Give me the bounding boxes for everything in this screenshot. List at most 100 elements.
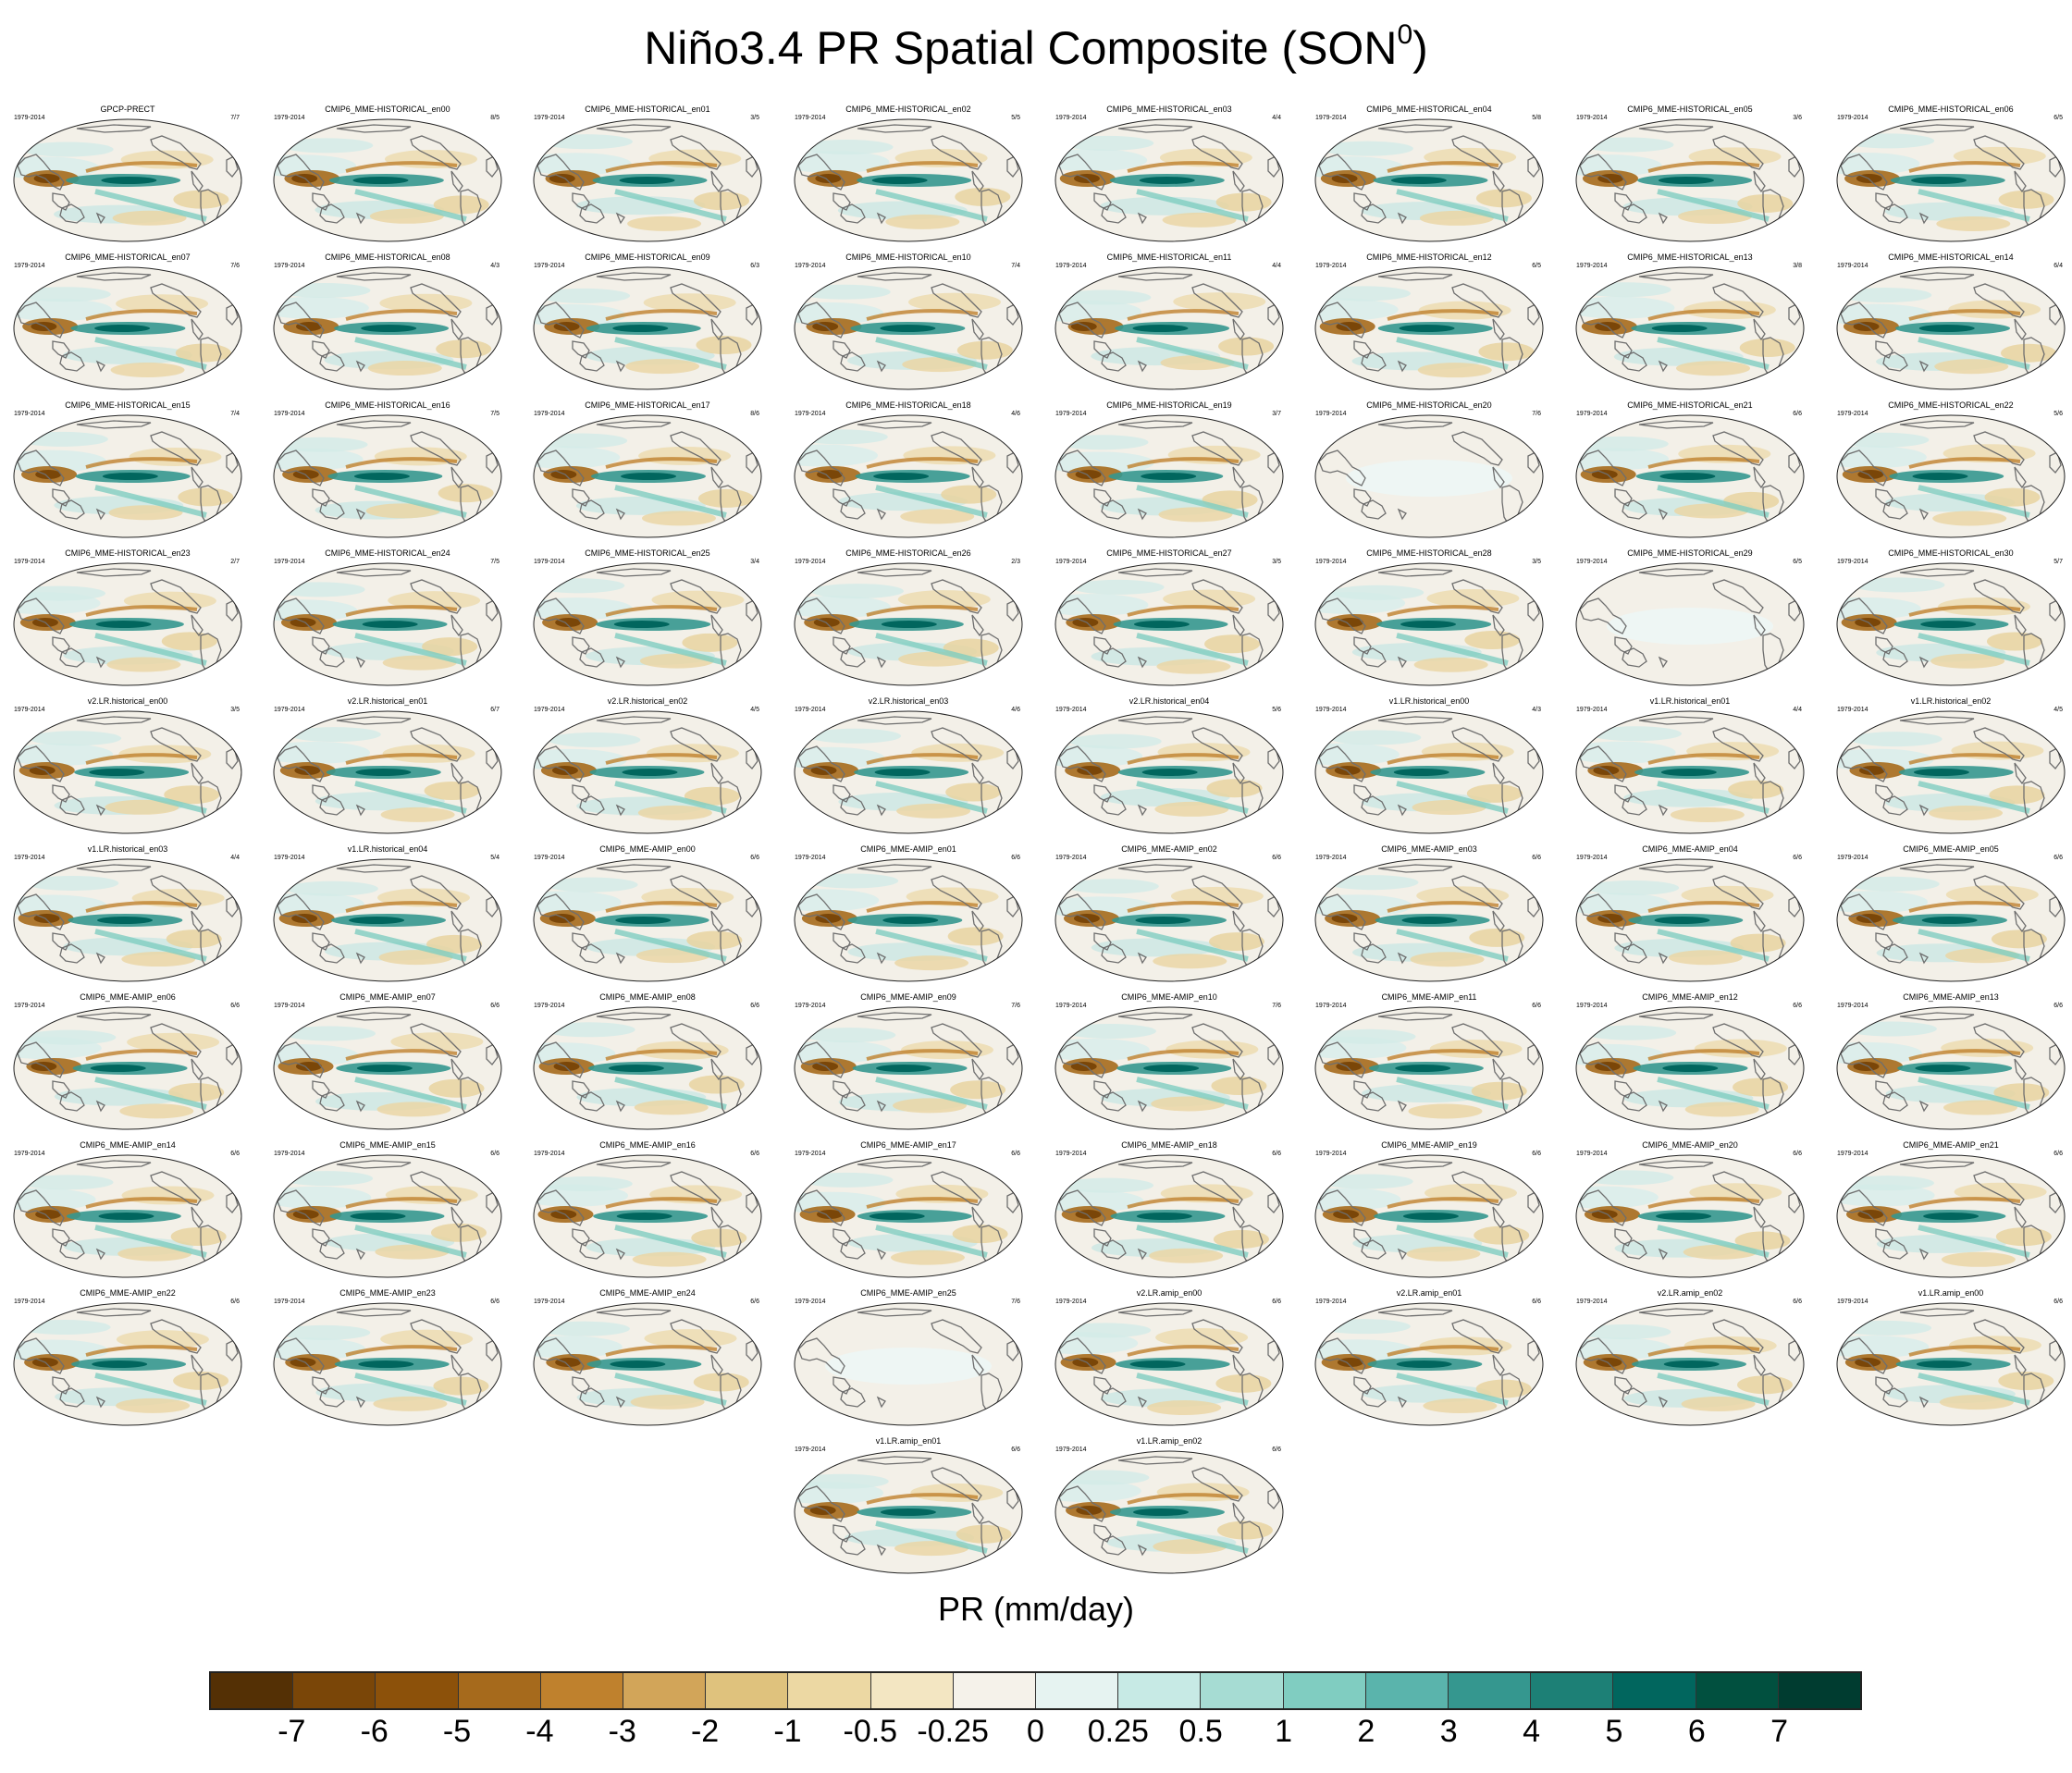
panel-title: CMIP6_MME-AMIP_en19 (1381, 1140, 1477, 1150)
robinson-map (533, 1302, 762, 1426)
panel-event-count: 6/6 (490, 1003, 500, 1009)
anomaly-field (1837, 124, 2062, 232)
map-panel: CMIP6_MME-AMIP_en24 1979-2014 6/6 (532, 1288, 763, 1427)
panel-period: 1979-2014 (795, 559, 826, 565)
map-outline (1575, 858, 1805, 982)
anomaly-field (1055, 716, 1280, 824)
anomaly-field (1055, 1308, 1280, 1416)
robinson-map (1054, 858, 1284, 982)
map-panel: v2.LR.historical_en01 1979-2014 6/7 (272, 696, 503, 835)
panel-period: 1979-2014 (1837, 1151, 1868, 1157)
map-panel: CMIP6_MME-HISTORICAL_en18 1979-2014 4/6 (793, 400, 1024, 539)
map-outline (1836, 1006, 2066, 1130)
robinson-map (13, 1006, 242, 1130)
anomaly-field (795, 420, 1019, 528)
panel-event-count: 6/5 (1793, 559, 1802, 565)
map-panel: CMIP6_MME-AMIP_en21 1979-2014 6/6 (1835, 1140, 2066, 1279)
panel-event-count: 7/7 (230, 115, 240, 121)
robinson-map (794, 118, 1023, 242)
robinson-map (1575, 562, 1805, 686)
panel-period: 1979-2014 (1315, 1151, 1347, 1157)
map-outline (13, 118, 242, 242)
map-outline (794, 118, 1023, 242)
anomaly-field (1315, 272, 1540, 380)
panel-event-count: 8/6 (750, 411, 759, 417)
map-panel: CMIP6_MME-HISTORICAL_en29 1979-2014 6/5 (1574, 548, 1806, 687)
panel-event-count: 6/5 (1532, 263, 1541, 269)
panel-period: 1979-2014 (1576, 263, 1608, 269)
panel-title: CMIP6_MME-AMIP_en16 (599, 1140, 696, 1150)
map-outline (533, 1006, 762, 1130)
panel-period: 1979-2014 (14, 411, 45, 417)
robinson-map (1836, 710, 2066, 834)
robinson-map (1836, 266, 2066, 390)
panel-event-count: 6/6 (1793, 1003, 1802, 1009)
panel-event-count: 5/6 (2054, 411, 2063, 417)
robinson-map (13, 118, 242, 242)
map-panel: v2.LR.historical_en03 1979-2014 4/6 (793, 696, 1024, 835)
panel-event-count: 7/6 (230, 263, 240, 269)
robinson-map (273, 414, 502, 538)
map-panel: CMIP6_MME-HISTORICAL_en15 1979-2014 7/4 (12, 400, 243, 539)
panel-period: 1979-2014 (795, 1151, 826, 1157)
panel-title: CMIP6_MME-HISTORICAL_en27 (1106, 548, 1232, 558)
panel-title: CMIP6_MME-AMIP_en18 (1121, 1140, 1217, 1150)
anomaly-field (14, 1308, 239, 1416)
colorbar-swatch (1201, 1673, 1284, 1708)
map-panel: CMIP6_MME-HISTORICAL_en01 1979-2014 3/5 (532, 105, 763, 243)
robinson-map (1575, 1006, 1805, 1130)
panel-period: 1979-2014 (1315, 115, 1347, 121)
map-outline (533, 710, 762, 834)
panel-event-count: 3/5 (1532, 559, 1541, 565)
map-panel: CMIP6_MME-HISTORICAL_en25 1979-2014 3/4 (532, 548, 763, 687)
panel-event-count: 6/6 (1011, 1447, 1020, 1453)
colorbar-swatch (1118, 1673, 1202, 1708)
panel-event-count: 4/3 (490, 263, 500, 269)
colorbar-swatch (706, 1673, 789, 1708)
map-panel: CMIP6_MME-AMIP_en11 1979-2014 6/6 (1314, 992, 1545, 1131)
panel-event-count: 4/4 (1272, 263, 1281, 269)
map-outline (1836, 1302, 2066, 1426)
map-outline (1314, 414, 1544, 538)
robinson-map (1836, 118, 2066, 242)
colorbar-tick-label: -2 (690, 1714, 720, 1749)
robinson-map (1054, 414, 1284, 538)
panel-period: 1979-2014 (274, 1003, 305, 1009)
panel-period: 1979-2014 (1837, 411, 1868, 417)
robinson-map (794, 1006, 1023, 1130)
map-outline (533, 1154, 762, 1278)
panel-event-count: 6/6 (230, 1151, 240, 1157)
map-panel: CMIP6_MME-AMIP_en14 1979-2014 6/6 (12, 1140, 243, 1279)
anomaly-field (1579, 568, 1801, 676)
anomaly-field (14, 1012, 239, 1120)
anomaly-field (1576, 420, 1801, 528)
robinson-map (794, 858, 1023, 982)
panel-title: v1.LR.historical_en04 (347, 844, 428, 854)
map-outline (273, 266, 502, 390)
robinson-map (1054, 710, 1284, 834)
panel-title: CMIP6_MME-AMIP_en05 (1903, 844, 1999, 854)
panel-title: v1.LR.amip_en02 (1136, 1436, 1202, 1446)
map-outline (1836, 562, 2066, 686)
panel-event-count: 3/8 (1793, 263, 1802, 269)
map-outline (794, 858, 1023, 982)
robinson-map (273, 858, 502, 982)
panel-period: 1979-2014 (1837, 263, 1868, 269)
panel-event-count: 7/6 (1011, 1299, 1020, 1305)
anomaly-field (14, 864, 239, 972)
map-panel: CMIP6_MME-HISTORICAL_en12 1979-2014 6/5 (1314, 252, 1545, 391)
panel-period: 1979-2014 (1576, 1151, 1608, 1157)
colorbar-swatch (1531, 1673, 1614, 1708)
panel-period: 1979-2014 (274, 263, 305, 269)
panel-title: CMIP6_MME-AMIP_en10 (1121, 992, 1217, 1002)
robinson-map (1054, 1450, 1284, 1574)
panel-period: 1979-2014 (14, 707, 45, 713)
panel-title: v2.LR.historical_en01 (347, 696, 428, 706)
panel-period: 1979-2014 (1315, 707, 1347, 713)
panel-event-count: 6/6 (1272, 855, 1281, 861)
anomaly-field (1837, 1160, 2062, 1268)
panel-title: CMIP6_MME-HISTORICAL_en09 (585, 252, 710, 262)
panel-event-count: 7/6 (1532, 411, 1541, 417)
map-panel: GPCP-PRECT 1979-2014 7/7 (12, 105, 243, 243)
panel-event-count: 6/7 (490, 707, 500, 713)
